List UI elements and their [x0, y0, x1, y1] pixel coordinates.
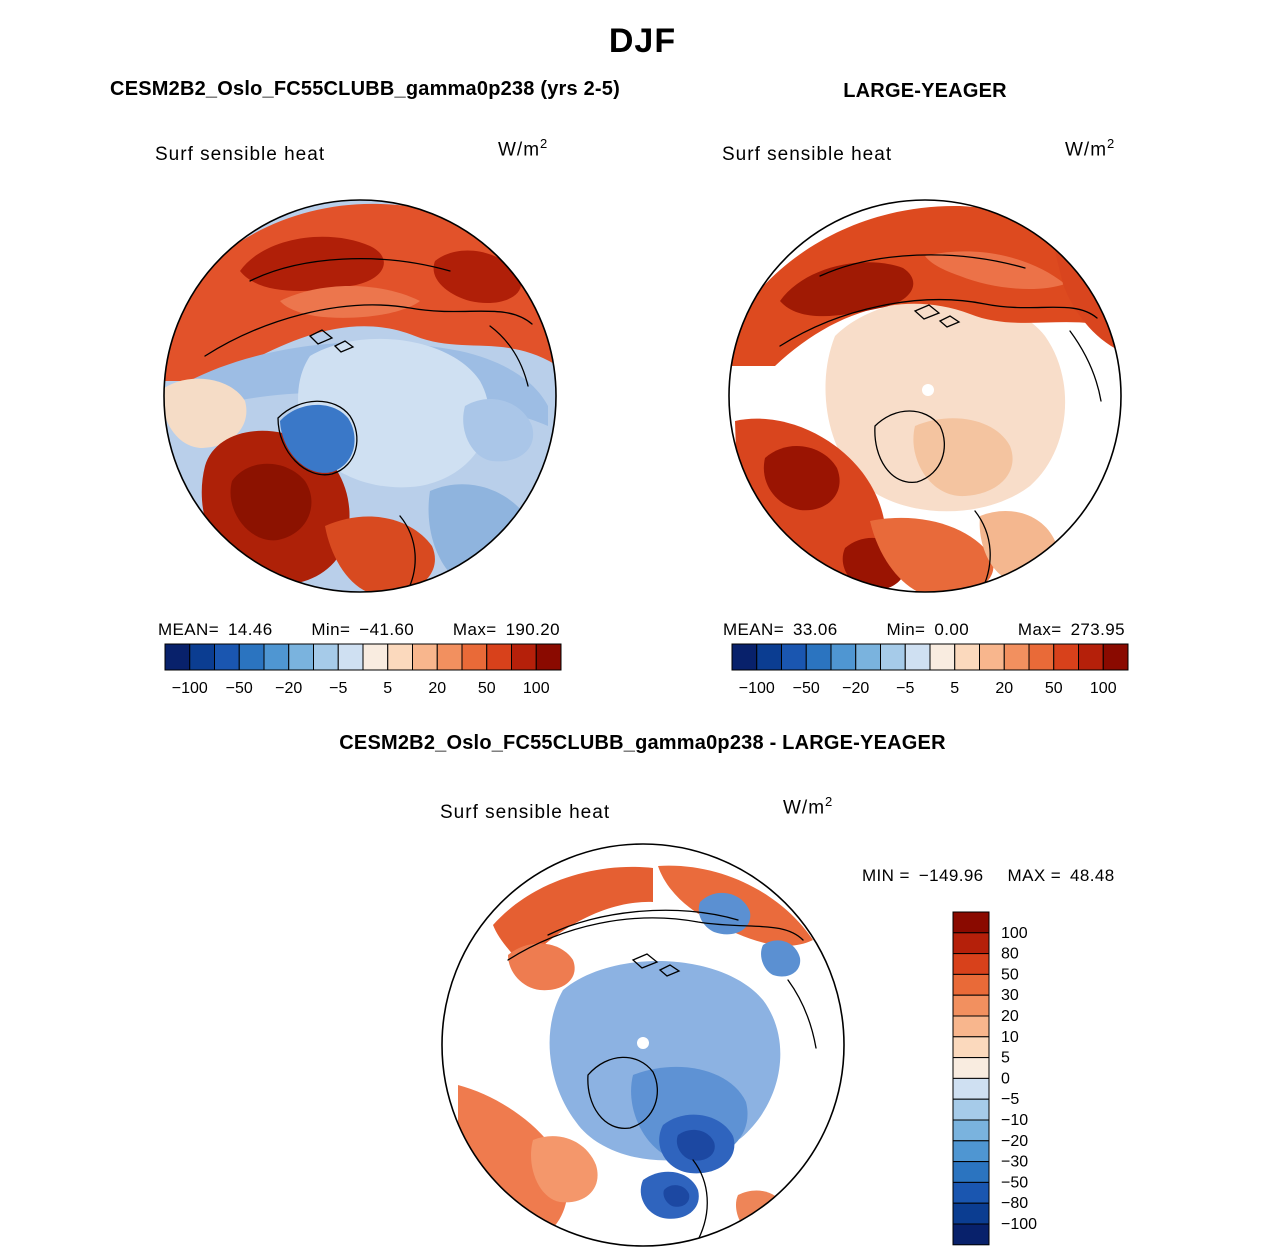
svg-text:30: 30	[1001, 987, 1019, 1004]
min-value: −149.96	[918, 866, 984, 885]
svg-text:−50: −50	[793, 680, 820, 697]
units-label-obs: W/m2	[1065, 136, 1115, 161]
diff-contour-fills	[442, 844, 844, 1246]
field-label-obs: Surf sensible heat	[722, 144, 893, 165]
max-value: 48.48	[1070, 866, 1115, 885]
units-label-model: W/m2	[498, 136, 548, 161]
svg-text:50: 50	[1045, 680, 1063, 697]
svg-text:100: 100	[1090, 680, 1117, 697]
max-value: 190.20	[505, 620, 560, 639]
max-label: MAX =	[1007, 866, 1062, 885]
pole-hole	[922, 384, 934, 396]
model-min: Min= −41.60	[311, 620, 414, 640]
obs-stats: MEAN= 33.06 Min= 0.00 Max= 273.95	[723, 620, 1125, 640]
model-stats: MEAN= 14.46 Min= −41.60 Max= 190.20	[158, 620, 560, 640]
svg-text:100: 100	[1001, 925, 1028, 942]
max-label: Max=	[1017, 620, 1062, 639]
svg-text:100: 100	[523, 680, 550, 697]
svg-text:50: 50	[1001, 966, 1019, 983]
horizontal-colorbar-svg: −100 −50 −20 −5 5 20 50 100	[164, 643, 562, 697]
svg-text:80: 80	[1001, 946, 1019, 963]
units-label-diff: W/m2	[783, 794, 833, 819]
model-map	[160, 196, 560, 601]
mean-value: 33.06	[793, 620, 838, 639]
obs-mean: MEAN= 33.06	[723, 620, 838, 640]
svg-text:−10: −10	[1001, 1112, 1028, 1129]
diff-map-svg	[441, 843, 845, 1247]
units-exponent: 2	[1107, 136, 1116, 151]
panel-title-obs: LARGE-YEAGER	[843, 80, 1007, 102]
diff-coastlines	[507, 909, 817, 1241]
obs-map-outline	[728, 199, 1122, 593]
diff-map	[438, 840, 848, 1255]
model-map-outline	[163, 199, 557, 593]
svg-text:−80: −80	[1001, 1195, 1028, 1212]
svg-text:0: 0	[1001, 1070, 1010, 1087]
diff-colorbar: 100 80 50 30 20 10 5 0 −5 −10 −20 −30 −50 −80 −100	[952, 910, 1072, 1251]
obs-contour-fills	[729, 200, 1121, 592]
svg-text:−20: −20	[1001, 1133, 1028, 1150]
obs-min: Min= 0.00	[886, 620, 969, 640]
min-value: −41.60	[359, 620, 415, 639]
model-contour-fills	[164, 200, 556, 592]
units-base: W/m	[498, 139, 541, 161]
svg-text:−50: −50	[1001, 1174, 1028, 1191]
field-label-model: Surf sensible heat	[155, 144, 326, 165]
svg-text:−20: −20	[842, 680, 869, 697]
svg-text:50: 50	[478, 680, 496, 697]
max-value: 273.95	[1070, 620, 1125, 639]
model-map-svg	[163, 199, 557, 593]
svg-text:−5: −5	[1001, 1091, 1019, 1108]
pole-hole	[637, 1037, 649, 1049]
svg-text:−20: −20	[275, 680, 302, 697]
svg-text:−100: −100	[172, 680, 208, 697]
svg-text:−50: −50	[226, 680, 253, 697]
figure-title: DJF	[608, 22, 677, 60]
units-base: W/m	[783, 797, 826, 819]
svg-text:−100: −100	[1001, 1216, 1037, 1233]
svg-text:5: 5	[950, 680, 959, 697]
svg-text:5: 5	[1001, 1050, 1010, 1067]
mean-label: MEAN=	[158, 620, 220, 639]
panel-title-diff: CESM2B2_Oslo_FC55CLUBB_gamma0p238 - LARG…	[339, 732, 946, 754]
units-base: W/m	[1065, 139, 1108, 161]
svg-text:10: 10	[1001, 1029, 1019, 1046]
model-mean: MEAN= 14.46	[158, 620, 273, 640]
min-label: Min=	[886, 620, 926, 639]
svg-text:20: 20	[1001, 1008, 1019, 1025]
min-label: MIN =	[862, 866, 910, 885]
obs-map	[725, 196, 1125, 601]
svg-text:20: 20	[428, 680, 446, 697]
min-value: 0.00	[934, 620, 970, 639]
diff-stats: MIN = −149.96 MAX = 48.48	[862, 866, 1115, 886]
svg-text:−100: −100	[739, 680, 775, 697]
model-max: Max= 190.20	[453, 620, 560, 640]
svg-text:−30: −30	[1001, 1154, 1028, 1171]
max-label: Max=	[452, 620, 497, 639]
diff-map-outline	[441, 843, 845, 1247]
svg-text:20: 20	[995, 680, 1013, 697]
svg-text:−5: −5	[329, 680, 347, 697]
model-colorbar: −100 −50 −20 −5 5 20 50 100	[160, 643, 566, 701]
field-label-diff: Surf sensible heat	[440, 802, 611, 823]
svg-text:−5: −5	[896, 680, 914, 697]
horizontal-colorbar-svg: −100 −50 −20 −5 5 20 50 100	[731, 643, 1129, 697]
obs-max: Max= 273.95	[1018, 620, 1125, 640]
mean-value: 14.46	[228, 620, 273, 639]
panel-title-model: CESM2B2_Oslo_FC55CLUBB_gamma0p238 (yrs 2…	[110, 78, 620, 100]
obs-map-svg	[728, 199, 1122, 593]
units-exponent: 2	[540, 136, 549, 151]
obs-colorbar: −100 −50 −20 −5 5 20 50 100	[727, 643, 1133, 701]
svg-text:5: 5	[383, 680, 392, 697]
units-exponent: 2	[825, 794, 834, 809]
min-label: Min=	[311, 620, 351, 639]
mean-label: MEAN=	[723, 620, 785, 639]
model-coastlines	[204, 258, 533, 592]
